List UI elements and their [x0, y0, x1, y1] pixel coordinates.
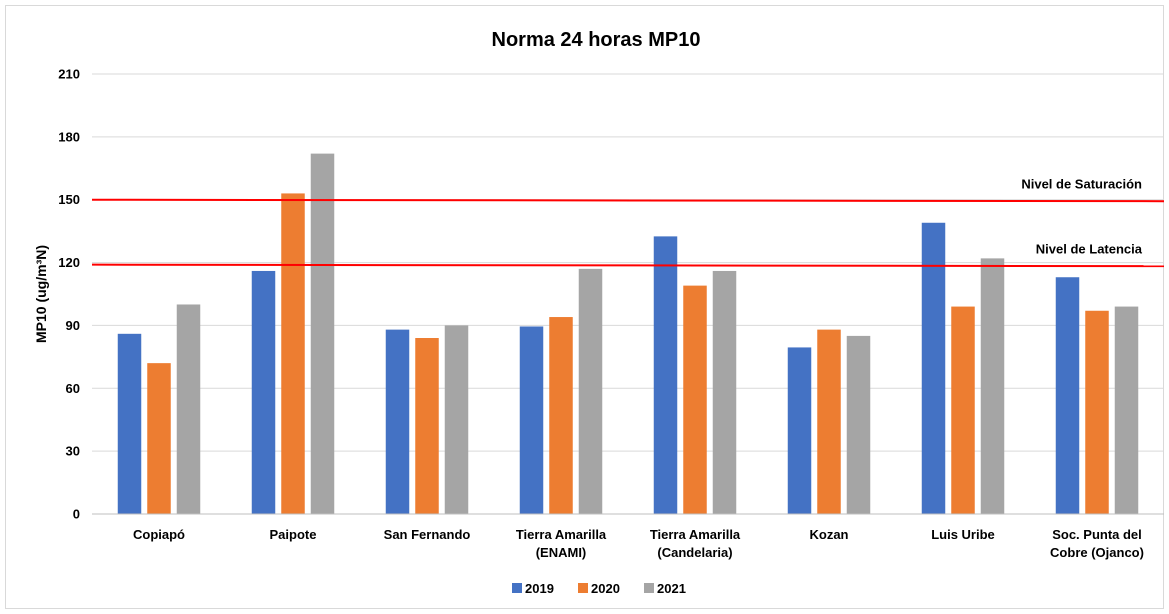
reference-line-label: Nivel de Saturación	[1021, 177, 1142, 192]
bar-2020	[817, 329, 841, 514]
reference-line-label: Nivel de Latencia	[1036, 242, 1143, 257]
bar-2021	[846, 335, 871, 514]
bar-2021	[444, 325, 469, 514]
y-tick-label: 210	[58, 67, 80, 82]
bar-2021	[1114, 306, 1139, 514]
legend-label-2020: 2020	[591, 581, 620, 596]
bar-2019	[921, 222, 946, 514]
x-tick-label: Cobre (Ojanco)	[1050, 545, 1144, 560]
x-tick-label: Copiapó	[133, 527, 185, 542]
reference-line	[91, 263, 1165, 268]
y-tick-label: 180	[58, 129, 80, 144]
x-tick-label: Kozan	[810, 527, 849, 542]
legend-swatch-2021	[644, 583, 654, 593]
x-tick-label: Tierra Amarilla	[650, 527, 741, 542]
x-tick-label: Tierra Amarilla	[516, 527, 607, 542]
bar-2020	[147, 363, 171, 514]
y-tick-label: 120	[58, 255, 80, 270]
x-tick-label: (Candelaria)	[657, 545, 732, 560]
y-tick-label: 60	[66, 381, 80, 396]
bar-2019	[251, 270, 276, 514]
bar-2021	[176, 304, 201, 514]
y-tick-label: 0	[73, 507, 80, 522]
bar-2020	[281, 193, 305, 514]
bar-2020	[549, 317, 573, 514]
legend-label-2021: 2021	[657, 581, 686, 596]
bar-2021	[310, 153, 335, 514]
bar-2019	[385, 329, 410, 514]
x-tick-label: Luis Uribe	[931, 527, 995, 542]
bar-2019	[519, 326, 544, 514]
legend-swatch-2019	[512, 583, 522, 593]
y-tick-label: 150	[58, 192, 80, 207]
bar-2019	[1055, 277, 1080, 514]
x-tick-label: San Fernando	[384, 527, 471, 542]
bar-2020	[1085, 310, 1109, 514]
y-axis-label: MP10 (ug/m³N)	[33, 245, 49, 343]
chart-title: Norma 24 horas MP10	[492, 29, 701, 51]
reference-line	[91, 198, 1165, 203]
bar-2021	[578, 268, 603, 514]
legend-label-2019: 2019	[525, 581, 554, 596]
x-tick-label: Paipote	[270, 527, 317, 542]
x-tick-label: Soc. Punta del	[1052, 527, 1142, 542]
y-tick-label: 90	[66, 318, 80, 333]
bar-2020	[683, 285, 707, 514]
y-tick-label: 30	[66, 444, 80, 459]
bar-2020	[951, 306, 975, 514]
bar-2019	[787, 347, 812, 514]
bar-2019	[117, 333, 142, 514]
x-tick-label: (ENAMI)	[536, 545, 587, 560]
bar-2019	[653, 236, 678, 514]
bar-2020	[415, 338, 439, 514]
legend-swatch-2020	[578, 583, 588, 593]
bar-2021	[712, 270, 737, 514]
bar-2021	[980, 258, 1005, 514]
